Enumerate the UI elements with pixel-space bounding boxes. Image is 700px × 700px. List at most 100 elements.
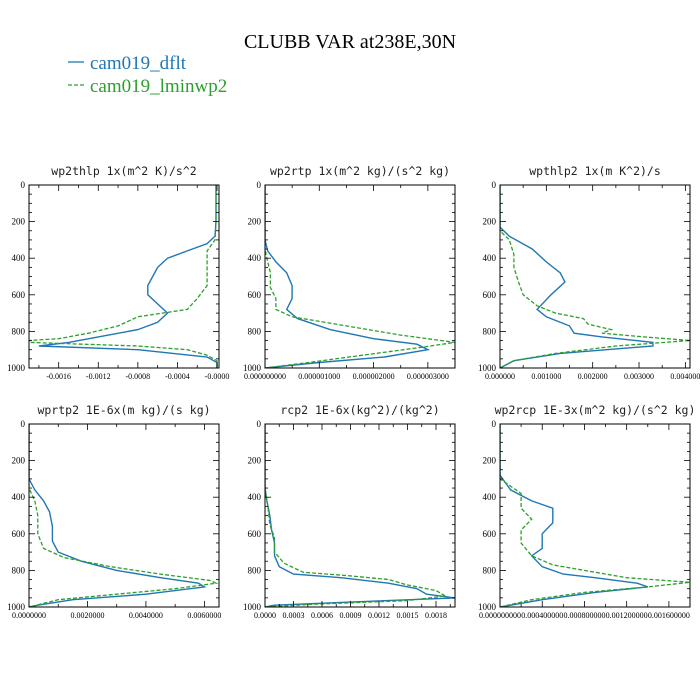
plot-frame (264, 184, 456, 369)
series-line-dflt (38, 185, 218, 368)
x-tick-label: 0.000000 (485, 372, 515, 381)
x-tick-label: 0.0018 (425, 611, 447, 620)
plot-frame (499, 184, 691, 369)
x-tick-label: -0.0016 (46, 372, 71, 381)
series-line-lminwp2 (29, 424, 219, 607)
x-tick-label: 0.001200000 (606, 611, 648, 620)
x-tick-label: 0.0060000 (187, 611, 221, 620)
legend: cam019_dflt cam019_lminwp2 (68, 53, 227, 97)
y-tick-label: 1000 (478, 602, 497, 612)
y-tick-label: 1000 (7, 602, 26, 612)
panel-title: wp2rcp 1E-3x(m^2 kg)/(s^2 kg) (495, 403, 696, 417)
x-tick-label: 0.000000000 (244, 372, 286, 381)
x-tick-label: 0.000001000 (298, 372, 340, 381)
panel-6: wp2rcp 1E-3x(m^2 kg)/(s^2 kg) 0 200 400 600 8… (478, 403, 695, 620)
y-tick-label: 0 (21, 180, 26, 190)
x-tick-label: -0.0004 (165, 372, 190, 381)
y-tick-label: 200 (12, 217, 26, 227)
x-tick-label: 0.000400000 (521, 611, 563, 620)
panel-title: rcp2 1E-6x(kg^2)/(kg^2) (280, 403, 439, 417)
series-line-dflt (500, 424, 649, 607)
x-tick-label: -0.0012 (86, 372, 111, 381)
series-line-dflt (29, 424, 207, 607)
series-line-dflt (265, 185, 431, 368)
panel-5: rcp2 1E-6x(kg^2)/(kg^2) 0 200 400 600 800 1000… (243, 403, 456, 620)
panel-title: wp2thlp 1x(m^2 K)/s^2 (51, 164, 196, 178)
series-line-lminwp2 (500, 424, 690, 607)
panels: wp2thlp 1x(m^2 K)/s^2 0 200 400 600 800 1000 -0… (7, 164, 700, 620)
plot-frame (28, 423, 220, 608)
y-tick-label: 400 (248, 492, 262, 502)
y-tick-label: 600 (483, 290, 497, 300)
y-tick-label: 0 (21, 419, 26, 429)
y-tick-label: 800 (12, 326, 26, 336)
y-tick-label: 1000 (7, 363, 26, 373)
x-tick-label: 0.0000000 (12, 611, 46, 620)
panel-title: wpthlp2 1x(m K^2)/s (529, 164, 661, 178)
y-tick-label: 600 (12, 529, 26, 539)
y-tick-label: 1000 (243, 363, 262, 373)
y-tick-label: 0 (492, 419, 497, 429)
y-tick-label: 400 (12, 253, 26, 263)
x-tick-label: -0.0000 (205, 372, 230, 381)
x-tick-label: 0.000000000 (479, 611, 521, 620)
x-tick-label: 0.001000 (531, 372, 561, 381)
x-tick-label: 0.001600000 (648, 611, 690, 620)
y-tick-label: 800 (248, 565, 262, 575)
panel-3: wpthlp2 1x(m K^2)/s020040060080010000.00… (478, 164, 700, 381)
panel-4: wprtp2 1E-6x(m kg)/(s kg) 0 200 400 600 800 10… (7, 403, 221, 620)
y-tick-label: 1000 (243, 602, 262, 612)
y-tick-label: 0 (492, 180, 497, 190)
x-tick-label: 0.000002000 (353, 372, 395, 381)
x-tick-label: -0.0008 (126, 372, 151, 381)
legend-label-lminwp2: cam019_lminwp2 (90, 76, 227, 97)
x-tick-label: 0.0000 (254, 611, 276, 620)
series-line-lminwp2 (265, 424, 448, 607)
y-tick-label: 800 (248, 326, 262, 336)
y-tick-label: 800 (12, 565, 26, 575)
panel-title: wprtp2 1E-6x(m kg)/(s kg) (37, 403, 210, 417)
y-tick-label: 600 (248, 290, 262, 300)
y-tick-label: 600 (12, 290, 26, 300)
x-tick-label: 0.000003000 (407, 372, 449, 381)
panel-2: wp2rtp 1x(m^2 kg)/(s^2 kg) 0 200 400 600 800 1… (243, 164, 456, 381)
plot-frame (28, 184, 220, 369)
x-tick-label: 0.0015 (397, 611, 419, 620)
x-tick-label: 0.0009 (340, 611, 362, 620)
y-tick-label: 400 (483, 492, 497, 502)
series-line-dflt (500, 185, 654, 368)
x-tick-label: 0.0012 (368, 611, 390, 620)
figure-title: CLUBB VAR at238E,30N (244, 31, 456, 53)
x-tick-label: 0.0020000 (70, 611, 104, 620)
x-tick-label: 0.004000 (670, 372, 700, 381)
y-tick-label: 400 (12, 492, 26, 502)
y-tick-label: 200 (248, 456, 262, 466)
x-tick-label: 0.0003 (283, 611, 305, 620)
panel-title: wp2rtp 1x(m^2 kg)/(s^2 kg) (270, 164, 450, 178)
y-tick-label: 600 (248, 529, 262, 539)
series-line-lminwp2 (29, 185, 218, 368)
y-tick-label: 400 (483, 253, 497, 263)
legend-label-dflt: cam019_dflt (90, 53, 187, 74)
y-tick-label: 400 (248, 253, 262, 263)
y-tick-label: 200 (248, 217, 262, 227)
x-tick-label: 0.000800000 (563, 611, 605, 620)
x-tick-label: 0.0006 (311, 611, 333, 620)
panel-1: wp2thlp 1x(m^2 K)/s^2 0 200 400 600 800 1000 -0… (7, 164, 229, 381)
y-tick-label: 200 (483, 456, 497, 466)
y-tick-label: 0 (257, 180, 262, 190)
y-tick-label: 0 (257, 419, 262, 429)
series-line-dflt (265, 424, 455, 607)
series-line-lminwp2 (265, 185, 455, 368)
series-line-lminwp2 (500, 185, 690, 368)
y-tick-label: 200 (483, 217, 497, 227)
y-tick-label: 1000 (478, 363, 497, 373)
y-tick-label: 800 (483, 565, 497, 575)
x-tick-label: 0.002000 (578, 372, 608, 381)
x-tick-label: 0.0040000 (129, 611, 163, 620)
y-tick-label: 800 (483, 326, 497, 336)
y-tick-label: 200 (12, 456, 26, 466)
y-tick-label: 600 (483, 529, 497, 539)
x-tick-label: 0.003000 (624, 372, 654, 381)
